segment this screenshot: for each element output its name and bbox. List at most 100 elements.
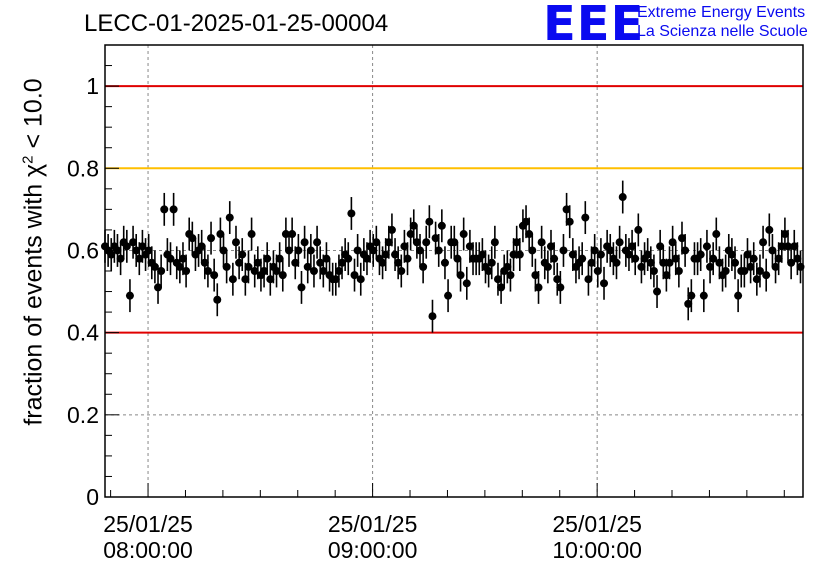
data-point <box>222 262 231 271</box>
data-point <box>200 258 209 267</box>
data-point <box>154 283 163 292</box>
data-point <box>546 242 555 251</box>
data-point <box>755 267 764 275</box>
data-point <box>777 242 786 251</box>
data-point <box>740 267 749 275</box>
data-point <box>709 254 718 263</box>
data-point <box>506 271 515 280</box>
data-point <box>422 238 431 247</box>
data-point <box>356 275 365 284</box>
data-point <box>182 267 191 275</box>
data-point <box>528 246 537 255</box>
data-point <box>787 258 796 267</box>
data-point <box>437 221 446 230</box>
data-point <box>568 250 577 259</box>
data-point <box>534 283 543 292</box>
data-point <box>266 275 275 284</box>
data-point <box>203 267 212 275</box>
data-point <box>643 250 652 259</box>
data-point <box>440 258 449 267</box>
x-tick-label-time: 10:00:00 <box>552 537 642 563</box>
data-point <box>450 238 459 247</box>
data-point <box>331 275 340 284</box>
data-point <box>372 238 381 247</box>
data-point <box>537 238 546 247</box>
data-point <box>434 246 443 255</box>
data-point <box>313 238 322 247</box>
data-point <box>281 230 290 239</box>
data-point <box>702 242 711 251</box>
y-tick-label: 0.2 <box>67 402 99 428</box>
data-point <box>381 250 390 259</box>
data-point <box>587 258 596 267</box>
data-point <box>646 258 655 267</box>
data-point <box>727 250 736 259</box>
y-tick-label: 0.8 <box>67 155 99 181</box>
data-point <box>278 271 287 280</box>
data-point <box>487 258 496 267</box>
data-point <box>578 254 587 263</box>
data-point <box>637 262 646 271</box>
data-point <box>362 254 371 263</box>
data-point <box>138 242 147 251</box>
data-point <box>490 238 499 247</box>
data-point <box>662 271 671 280</box>
x-tick-label-date: 25/01/25 <box>328 511 418 537</box>
data-point <box>309 267 318 275</box>
data-point <box>606 246 615 255</box>
data-point <box>600 279 609 288</box>
data-point <box>531 271 540 280</box>
logo-caption-line2: La Scienza nelle Scuole <box>637 23 808 40</box>
data-point <box>157 267 166 275</box>
data-point <box>288 230 297 239</box>
data-point <box>175 262 184 271</box>
data-point <box>150 262 159 271</box>
data-point <box>400 242 409 251</box>
data-point <box>565 217 574 226</box>
data-point <box>166 254 175 263</box>
data-point <box>210 271 219 280</box>
data-point <box>590 246 599 255</box>
data-point <box>522 217 531 226</box>
y-tick-label: 0.6 <box>67 237 99 263</box>
data-point <box>334 267 343 275</box>
data-point <box>306 246 315 255</box>
data-point <box>260 267 269 275</box>
data-point <box>556 283 565 292</box>
data-point <box>319 267 328 275</box>
data-point <box>391 250 400 259</box>
data-point <box>512 238 521 247</box>
data-point <box>453 254 462 263</box>
data-point <box>403 254 412 263</box>
data-point <box>419 262 428 271</box>
data-point <box>515 250 524 259</box>
data-points <box>101 180 805 333</box>
data-point <box>653 287 662 296</box>
data-point <box>132 246 141 255</box>
data-point <box>462 279 471 288</box>
data-point <box>734 291 743 300</box>
data-point <box>338 258 347 267</box>
data-point <box>784 242 793 251</box>
data-point <box>397 267 406 275</box>
data-point <box>316 258 325 267</box>
data-point <box>668 238 677 247</box>
x-tick-label-date: 25/01/25 <box>552 511 642 537</box>
data-point <box>687 291 696 300</box>
data-point <box>768 246 777 255</box>
data-point <box>297 283 306 292</box>
data-point <box>347 209 356 218</box>
data-point <box>219 246 228 255</box>
data-point <box>749 254 758 263</box>
data-point <box>425 217 434 226</box>
data-point <box>263 254 272 263</box>
data-point <box>253 258 262 267</box>
logo-caption-line1: Extreme Energy Events <box>637 4 806 21</box>
data-point <box>796 262 805 271</box>
y-tick-label: 0.4 <box>67 320 99 346</box>
data-point <box>493 275 502 284</box>
data-point <box>752 275 761 284</box>
data-point <box>394 258 403 267</box>
data-point <box>484 267 493 275</box>
